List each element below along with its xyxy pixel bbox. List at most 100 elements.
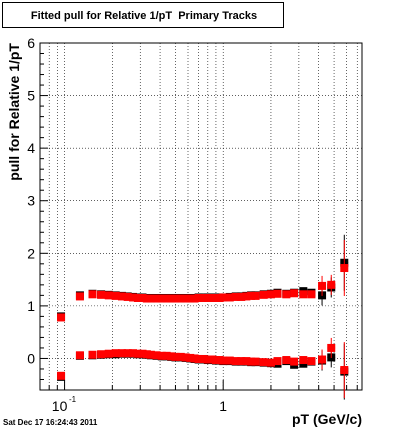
data-point (219, 293, 228, 302)
data-point (327, 280, 336, 289)
data-point (75, 351, 84, 360)
x-tick-label: 10 (52, 398, 68, 414)
data-point (146, 294, 155, 303)
data-point (307, 357, 316, 366)
data-point (128, 349, 137, 358)
data-point (259, 358, 268, 367)
plot-frame (39, 42, 363, 391)
x-tick-label: 1 (219, 398, 227, 414)
y-axis-title: pull for Relative 1/pT (6, 43, 22, 181)
data-point (97, 290, 106, 299)
data-point (299, 290, 308, 299)
data-point (171, 294, 180, 303)
data-point (247, 357, 256, 366)
data-point (186, 294, 195, 303)
data-point (199, 293, 208, 302)
data-point (111, 291, 120, 300)
data-point (194, 354, 203, 363)
data-point (176, 294, 185, 303)
data-point (133, 349, 142, 358)
data-point (327, 343, 336, 352)
data-point (290, 289, 299, 298)
data-point (273, 357, 282, 366)
data-point (237, 357, 246, 366)
data-point (231, 292, 240, 301)
data-point (242, 292, 251, 301)
data-point (123, 349, 132, 358)
data-point (190, 294, 199, 303)
data-point (251, 291, 260, 300)
data-point (299, 356, 308, 365)
data-point (203, 293, 212, 302)
data-point (176, 352, 185, 361)
data-point (171, 352, 180, 361)
data-point (219, 356, 228, 365)
data-point (88, 290, 97, 299)
data-point (152, 351, 161, 360)
data-point (251, 357, 260, 366)
y-tick-label: 5 (27, 88, 35, 104)
x-tick-exponent: -1 (69, 395, 77, 404)
data-point (282, 356, 291, 365)
data-point (117, 349, 126, 358)
data-point (225, 356, 234, 365)
data-point (104, 349, 113, 358)
data-point (282, 290, 291, 299)
y-tick-label: 0 (27, 350, 35, 366)
data-point (237, 292, 246, 301)
y-tick-label: 3 (27, 193, 35, 209)
data-point (266, 290, 275, 299)
data-point (307, 290, 316, 299)
data-point (181, 353, 190, 362)
data-point (117, 292, 126, 301)
data-point (157, 294, 166, 303)
y-tick-label: 4 (27, 140, 35, 156)
y-tick-label: 6 (27, 35, 35, 51)
data-point (152, 294, 161, 303)
data-point (97, 350, 106, 359)
data-point (318, 281, 327, 290)
data-point (142, 294, 151, 303)
data-point (146, 350, 155, 359)
data-point (203, 355, 212, 364)
data-point (162, 294, 171, 303)
data-point (290, 357, 299, 366)
data-point (273, 289, 282, 298)
data-point (128, 293, 137, 302)
data-point (75, 292, 84, 301)
data-point (133, 293, 142, 302)
data-point (186, 353, 195, 362)
data-point (318, 355, 327, 364)
data-point (231, 357, 240, 366)
data-point (194, 293, 203, 302)
chart-title-box: Fitted pull for Relative 1/pT Primary Tr… (2, 2, 284, 28)
data-point (266, 358, 275, 367)
data-point (104, 291, 113, 300)
data-point (142, 350, 151, 359)
data-point (225, 293, 234, 302)
data-point (181, 294, 190, 303)
y-tick-label: 2 (27, 245, 35, 261)
data-point (167, 294, 176, 303)
y-tick-label: 1 (27, 298, 35, 314)
data-point (199, 354, 208, 363)
data-point (57, 371, 66, 380)
timestamp-footer: Sat Dec 17 16:24:43 2011 (3, 418, 98, 427)
data-point (111, 349, 120, 358)
x-axis-title: pT (GeV/c) (292, 411, 362, 427)
plot-area (40, 43, 362, 390)
data-point (259, 290, 268, 299)
data-point (340, 366, 349, 375)
data-point (157, 351, 166, 360)
data-point (167, 352, 176, 361)
chart-title: Fitted pull for Relative 1/pT Primary Tr… (30, 10, 258, 22)
data-point (162, 351, 171, 360)
data-point (57, 313, 66, 322)
data-point (340, 264, 349, 273)
data-point (138, 293, 147, 302)
data-point (190, 354, 199, 363)
data-point (88, 350, 97, 359)
data-point (247, 291, 256, 300)
